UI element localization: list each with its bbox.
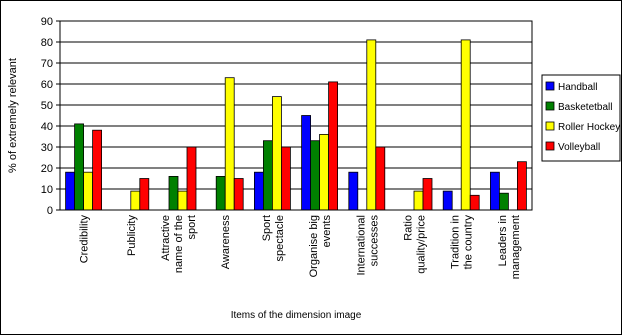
bars [65,39,527,211]
legend: Handball Basketetball Roller Hockey Volleyb… [541,74,621,162]
bar-handball [348,171,359,211]
y-tick-label: 40 [41,121,53,133]
y-tick-label: 30 [41,142,53,154]
bar-handball [253,171,264,211]
y-tick-label: 10 [41,184,53,196]
y-axis-label: % of extremely relevant [7,58,19,173]
bar-basketetball [310,140,321,211]
x-tick-label: Ratioquality/price [403,215,428,274]
bar-volleyball [139,178,150,211]
bar-volleyball [92,129,102,211]
bar-roller-hockey [224,77,235,211]
legend-label: Roller Hockey [558,122,620,133]
bar-volleyball [280,146,291,211]
bar-roller-hockey [271,96,282,211]
bar-handball [442,190,453,211]
y-tick-label: 50 [41,100,53,112]
bar-handball [301,115,312,211]
plot-background [59,20,533,211]
legend-label: Handball [558,82,597,93]
bar-basketetball [498,192,509,211]
legend-label: Basketetball [558,102,612,113]
x-tick-label: Credibility [79,215,91,264]
y-tick-label: 90 [41,16,53,28]
bar-roller-hockey [460,39,471,211]
bar-roller-hockey [366,39,377,211]
x-tick-label: Sportspectacle [261,215,286,261]
x-tick-label: Publicity [126,215,138,256]
grid-lines [60,20,532,190]
legend-swatch [545,121,555,131]
bar-volleyball [422,178,433,211]
bar-volleyball [233,178,244,211]
bar-basketetball [215,175,226,211]
legend-label: Volleyball [558,142,600,153]
y-tick-label: 0 [47,205,53,217]
y-tick-label: 20 [41,163,53,175]
x-axis-ticks: Credibility Publicity Attractivename of th… [79,215,522,280]
bar-volleyball [328,81,339,211]
bar-roller-hockey [83,171,93,211]
y-tick-label: 80 [41,37,53,49]
legend-box [541,74,621,162]
y-tick-label: 70 [41,58,53,70]
bar-basketetball [262,140,273,211]
bar-volleyball [469,194,480,211]
x-tick-label: Leaders inmanagement [497,215,522,279]
x-axis-label: Items of the dimension image [231,310,362,321]
bar-basketetball [74,123,84,211]
bar-roller-hockey [413,190,424,211]
x-tick-label: Awareness [220,215,232,270]
bar-roller-hockey [319,133,330,211]
y-axis-ticks: 0 10 20 30 40 50 60 70 80 90 [41,16,60,217]
bar-volleyball [186,146,197,211]
x-tick-label: Internationalsuccesses [355,215,380,276]
bar-roller-hockey [130,190,141,211]
bar-handball [489,171,500,211]
axes [59,21,532,211]
bar-handball [65,171,75,211]
y-tick-label: 60 [41,79,53,91]
x-tick-label: Attractivename of thesport [160,215,198,273]
x-tick-label: Tradition inthe country [450,215,475,270]
bar-volleyball [375,146,386,211]
plot-area [59,20,533,211]
bar-roller-hockey [177,190,188,211]
x-tick-label: Organise bigevents [308,215,333,278]
bar-volleyball [517,161,527,211]
legend-swatch [545,81,555,91]
legend-swatch [545,141,555,151]
bar-basketetball [168,175,179,211]
legend-swatch [545,101,555,111]
